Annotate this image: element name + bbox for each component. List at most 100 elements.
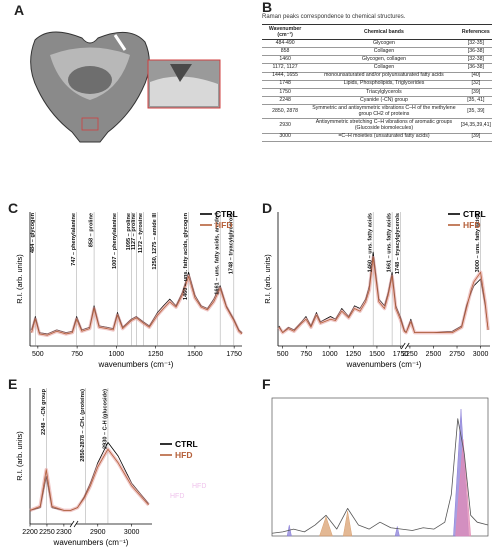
table-cell: [35, 39] [459, 104, 492, 120]
x-tick-label: 1500 [369, 351, 385, 358]
x-axis-label: wavenumbers (cm⁻¹) [53, 538, 129, 547]
legend-label: HFD [463, 220, 480, 230]
table-cell: Lipids, Phospholipids, Triglycerides [308, 80, 460, 89]
annotation: 3000 – uns. fatty acids [475, 213, 481, 272]
x-tick-label: 2500 [426, 351, 442, 358]
table-cell: 1444, 1655 [262, 72, 309, 81]
y-axis-label: R.I. (arb. units) [15, 254, 24, 304]
table-cell: [32-35] [459, 39, 492, 49]
axis-break-gap [403, 343, 408, 349]
table-cell: [39] [459, 88, 492, 98]
series-line [278, 251, 489, 333]
table-row: 1748 Lipids, Phospholipids, Triglycerides… [262, 80, 492, 89]
annotation: 484 – glycogen [30, 212, 36, 253]
table-row: 3000 =C–H moieties (unsaturated fatty aci… [262, 133, 492, 142]
plot-frame [271, 397, 489, 537]
table-cell: 3000 [262, 133, 309, 142]
brain-region [68, 66, 112, 94]
table-row: 1444, 1655 monounsaturated and/or polyuns… [262, 72, 492, 81]
panel-label: B [262, 0, 273, 15]
series-line [278, 257, 489, 333]
legend-label: CTRL [215, 209, 238, 219]
annotation: 2850-2878 – -CH₂ (proteins) [80, 389, 86, 462]
table-cell: Triacylglycerols [308, 88, 460, 98]
table-row: 858 Collagen [36-38] [262, 47, 492, 57]
table-row: 1172, 1127 Collagen [36-38] [262, 63, 492, 73]
annotation: 1748 – tryacylglycerols [395, 213, 401, 274]
table-cell: [40] [459, 72, 492, 81]
table-cell: [39] [459, 133, 492, 142]
chart [271, 397, 489, 537]
annotation: 1460 – uns. fatty acids, glycogen [183, 212, 189, 300]
table-header: Wavenumber (cm⁻¹) Chemical bands Reference… [262, 24, 492, 40]
x-tick-label: 1000 [322, 351, 338, 358]
x-tick-label: 750 [71, 351, 83, 358]
zoom-tissue [150, 76, 218, 106]
peak-area [342, 511, 353, 537]
x-tick-label: 2200 [22, 529, 38, 536]
table-panel: Raman peaks correspondence to chemical s… [262, 14, 492, 142]
peak-area [319, 515, 333, 537]
x-tick-label: 3000 [473, 351, 489, 358]
axis-break [73, 520, 79, 528]
table-cell: =C–H moieties (unsaturated fatty acids) [308, 133, 460, 142]
panel-label: C [8, 200, 19, 216]
panel-label: E [8, 376, 18, 392]
table-cell: 484-490 [262, 39, 309, 49]
annotation: 1095 – proline [126, 213, 132, 250]
x-tick-label: 750 [300, 351, 312, 358]
chart: 500 750 1000 1250 1500 1750 wavenumbers (cm⁻¹)… [15, 209, 244, 369]
table-cell: 1460 [262, 55, 309, 65]
ghost-label: HFD [170, 493, 184, 500]
annotation: 1250, 1275 – amide III [152, 213, 158, 270]
x-tick-label: 2300 [56, 529, 72, 536]
table-cell: [34,35,39,41] [459, 118, 492, 134]
annotation: 1748 – tryacylglycerols [228, 213, 234, 274]
table-cell: Collagen [308, 47, 460, 57]
y-axis-label: R.I. (arb. units) [263, 254, 272, 304]
x-tick-label: 1500 [187, 351, 203, 358]
x-axis-label: wavenumbers (cm⁻¹) [346, 360, 422, 369]
panel-label: F [262, 376, 271, 392]
x-tick-label: 3000 [124, 529, 140, 536]
table-row: 2850, 2878 Symmetric and antisymmetric vi… [262, 104, 492, 120]
table-row: 484-490 Glycogen [32-35] [262, 39, 492, 49]
series-line [31, 271, 243, 335]
panel-label: A [14, 2, 25, 18]
peak-area [394, 526, 400, 537]
table-cell: 1750 [262, 88, 309, 98]
table-row: 1750 Triacylglycerols [39] [262, 88, 492, 98]
table-cell: [36-38] [459, 63, 492, 73]
table-cell: Symmetric and antisymmetric vibrations C… [308, 104, 460, 120]
annotation: 858 – proline [89, 213, 95, 247]
x-tick-label: 2900 [90, 529, 106, 536]
table-title: Raman peaks correspondence to chemical s… [262, 14, 406, 20]
brain-images [30, 31, 221, 143]
axis-break-gap [72, 521, 77, 527]
zoom-box [81, 117, 99, 131]
table-cell: 1748 [262, 80, 309, 89]
series-line [271, 418, 489, 534]
y-axis-label: R.I. (arb. units) [15, 431, 24, 481]
x-tick-label: 1750 [226, 351, 242, 358]
table-cell: 2850, 2878 [262, 104, 309, 120]
peak-area [455, 439, 471, 537]
table: Wavenumber (cm⁻¹) Chemical bands Reference… [262, 24, 492, 142]
annotation: 2248 – -CN group [41, 388, 47, 435]
series-line [31, 275, 243, 336]
annotation: 747 – phenylalanine [71, 213, 77, 266]
legend-label: HFD [175, 450, 192, 460]
legend-label: CTRL [175, 439, 198, 449]
brain-region [113, 34, 127, 51]
table-cell: monounsaturated and/or polyunsaturated f… [308, 72, 460, 81]
table-cell: Antisymmetric stretching C–H vibrations … [308, 118, 460, 134]
x-tick-label: 1250 [346, 351, 362, 358]
axis-break [69, 520, 75, 528]
x-tick-label: 2750 [449, 351, 465, 358]
column-header: References [459, 24, 492, 40]
table-row: 2930 Antisymmetric stretching C–H vibrati… [262, 118, 492, 134]
x-tick-label: 500 [32, 351, 44, 358]
chart: 2200 2250 2300 2900 3000 wavenumbers (cm⁻¹) R.… [15, 388, 206, 547]
